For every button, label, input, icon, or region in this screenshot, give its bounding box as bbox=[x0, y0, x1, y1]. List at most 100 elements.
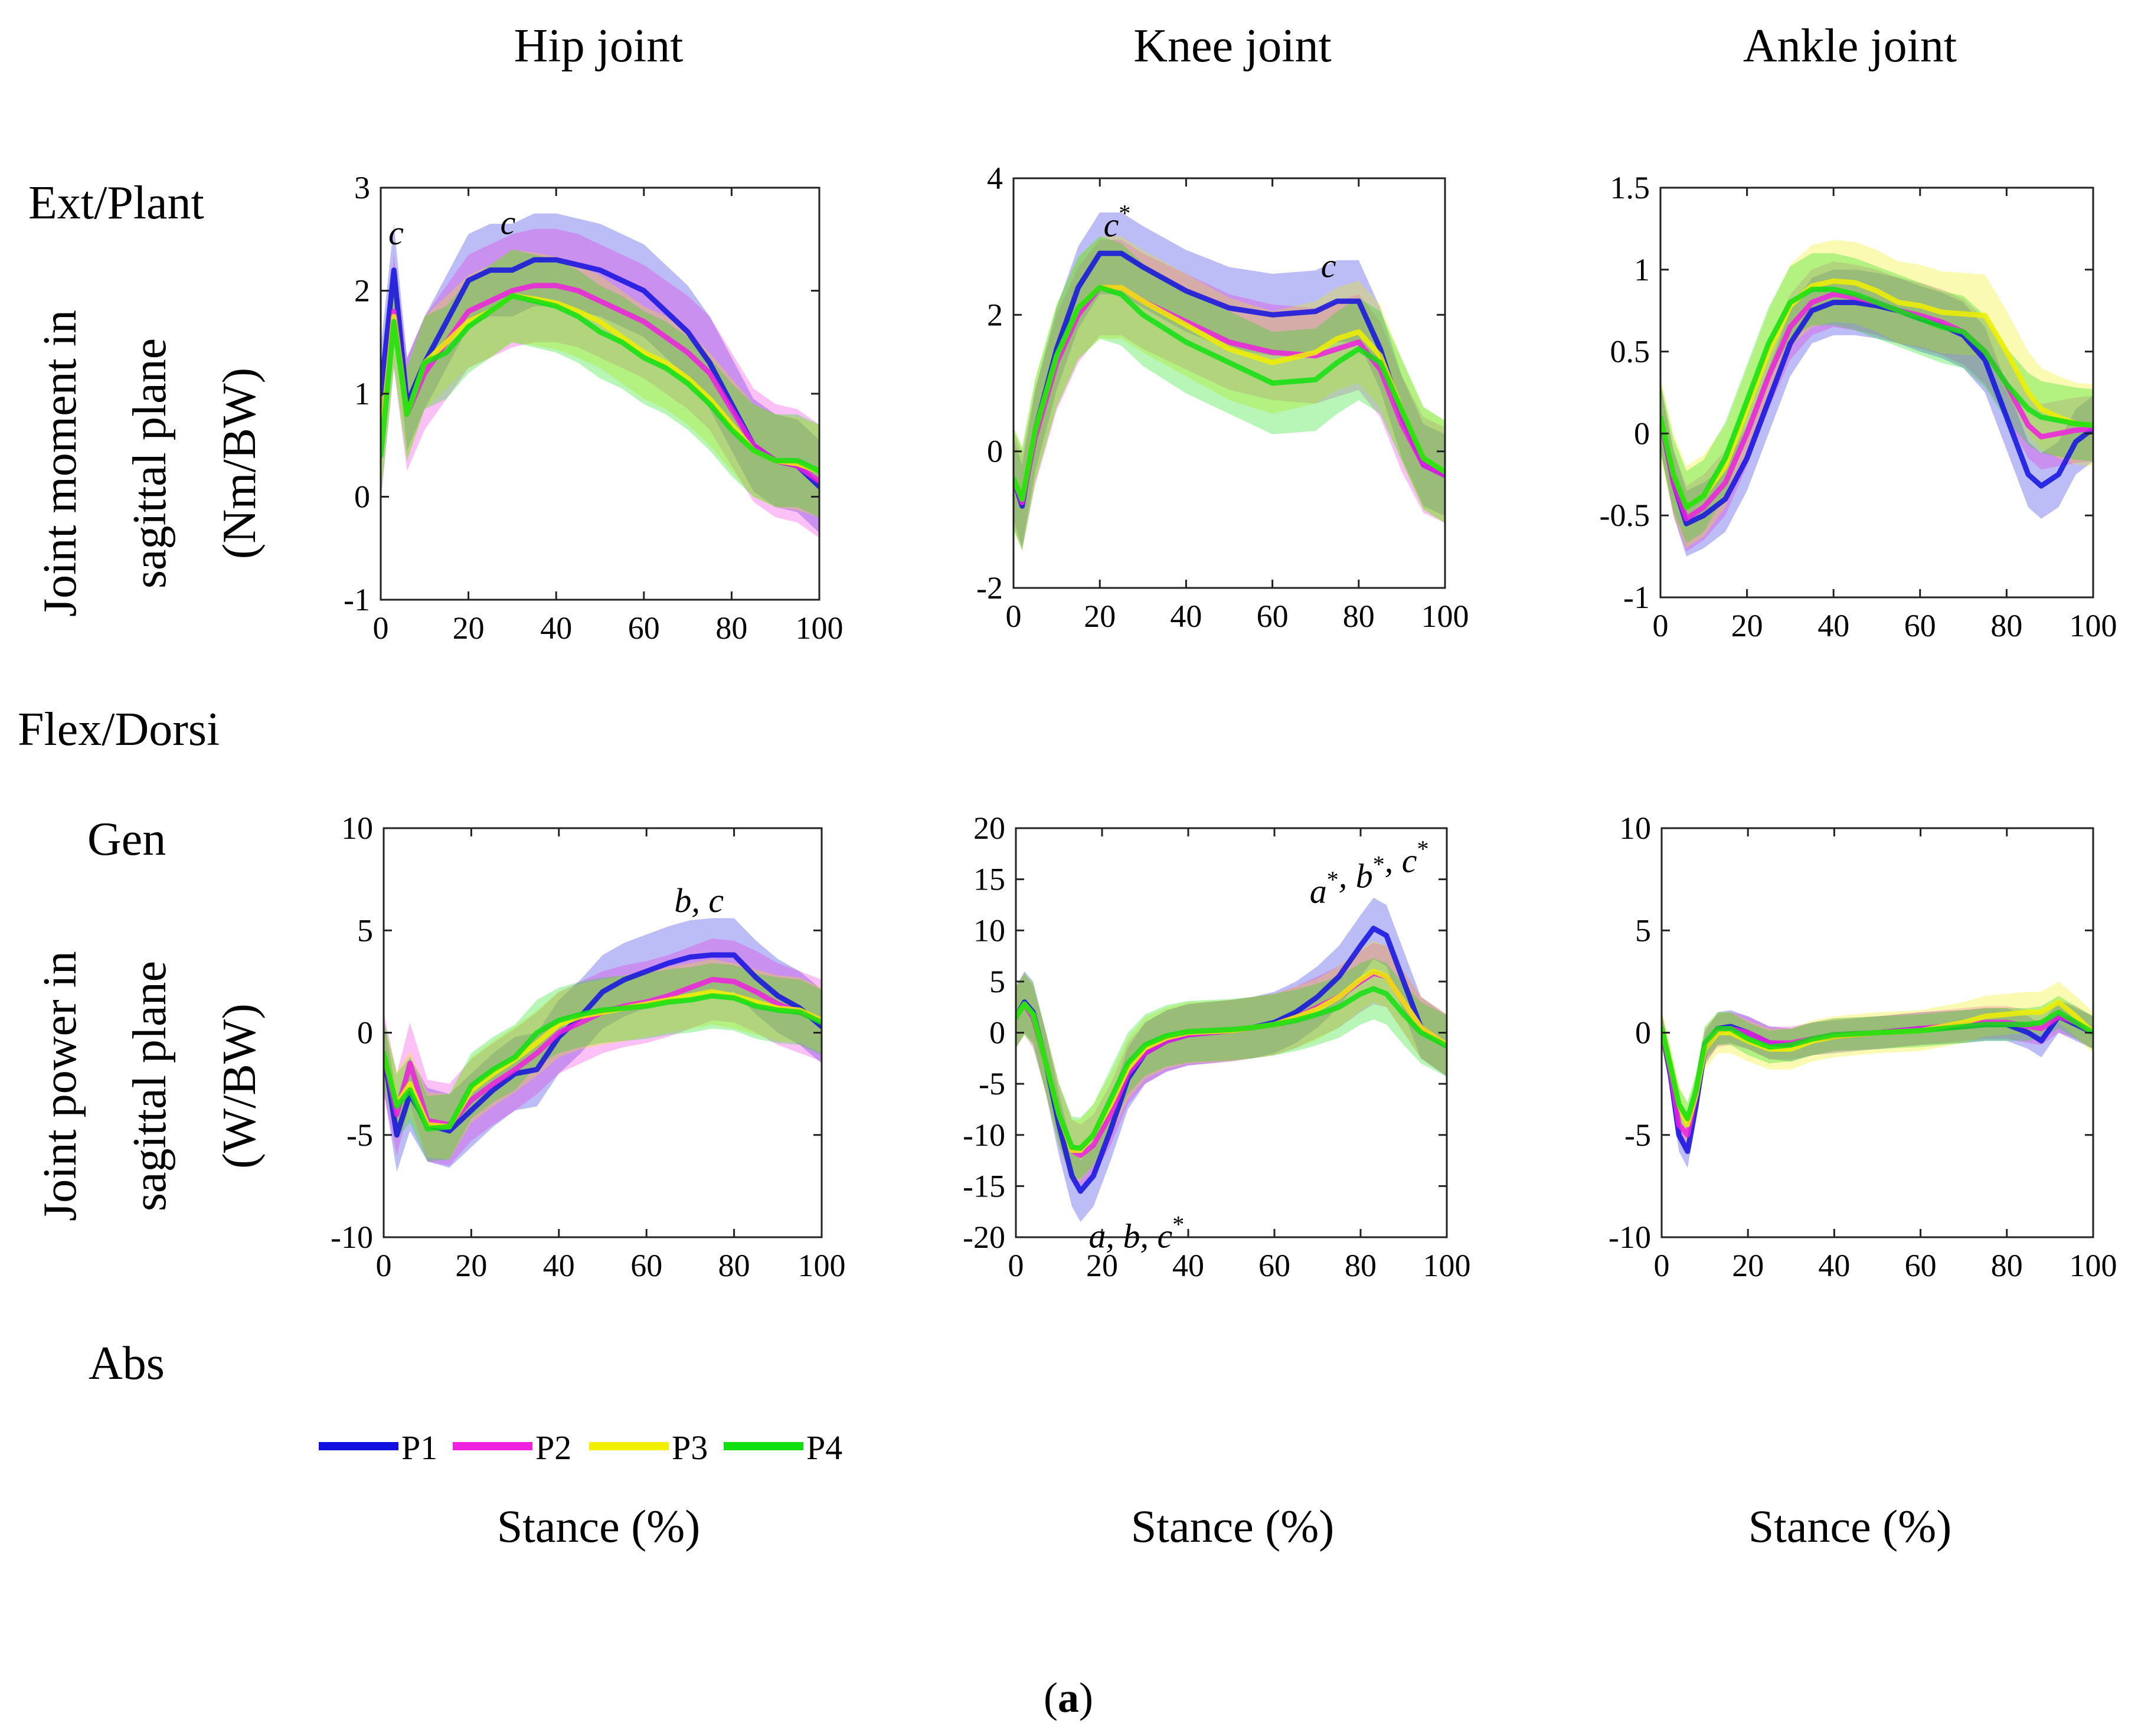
x-tick-label: 0 bbox=[1654, 1248, 1670, 1283]
axes-frame bbox=[1012, 177, 1446, 589]
y-tick-label: 0 bbox=[989, 1015, 1005, 1051]
band-p4 bbox=[1016, 958, 1447, 1179]
y-tick-label: -10 bbox=[963, 1117, 1005, 1153]
band-p2 bbox=[1660, 261, 2093, 552]
series-line-p4 bbox=[1014, 285, 1445, 502]
power-ylabel: Joint power in sagittal plane (W/BW) bbox=[34, 951, 266, 1221]
significance-annotation: c bbox=[1321, 247, 1336, 285]
y-tick-label: -1 bbox=[344, 582, 370, 617]
y-tick-label: 15 bbox=[973, 862, 1005, 897]
band-p1 bbox=[381, 213, 819, 533]
y-tick-label: 0 bbox=[354, 479, 370, 515]
series-line-p4 bbox=[381, 293, 819, 474]
band-p1 bbox=[1014, 212, 1445, 547]
y-tick-label: -5 bbox=[346, 1117, 373, 1153]
power-ylabel-line3: (W/BW) bbox=[214, 1003, 266, 1169]
x-tick-label: 0 bbox=[376, 1248, 392, 1283]
x-tick-label: 60 bbox=[1257, 599, 1289, 634]
series-line-p1 bbox=[1660, 299, 2093, 527]
chart-ankle-moment: 0 20 40 60 80 100 -1 -0.5 0 0.5 1 1.5 bbox=[1600, 170, 2117, 643]
y-tick-label: 0 bbox=[357, 1015, 373, 1051]
x-tick-label: 100 bbox=[1423, 1248, 1471, 1283]
x-tick-label: 20 bbox=[453, 610, 485, 646]
x-tick-label: 0 bbox=[1008, 1248, 1024, 1283]
band-p3 bbox=[1662, 981, 2093, 1146]
axes-frame bbox=[1659, 187, 2094, 599]
x-tick-label: 100 bbox=[2070, 608, 2117, 643]
x-tick-label: 40 bbox=[1818, 1248, 1850, 1283]
y-tick-label: 5 bbox=[357, 913, 373, 948]
row-label-gen: Gen bbox=[87, 813, 166, 865]
series-line-p4 bbox=[1662, 1009, 2093, 1122]
band-p4 bbox=[1660, 253, 2093, 544]
x-tick-label: 0 bbox=[373, 610, 389, 646]
power-ylabel-line1: Joint power in bbox=[34, 951, 86, 1221]
y-tick-label: 10 bbox=[973, 913, 1005, 948]
moment-ylabel-line1: Joint moment in bbox=[34, 310, 86, 617]
significance-annotation: a*, b*, c* bbox=[1310, 835, 1429, 910]
x-tick-label: 40 bbox=[543, 1248, 575, 1283]
y-tick-label: -15 bbox=[963, 1168, 1005, 1204]
y-tick-label: 0 bbox=[987, 434, 1003, 469]
x-label-ankle: Stance (%) bbox=[1748, 1500, 1951, 1552]
series-line-p2 bbox=[384, 976, 822, 1127]
x-tick-label: 40 bbox=[1170, 599, 1202, 634]
row-label-ext-plant: Ext/Plant bbox=[28, 177, 204, 229]
x-tick-label: 40 bbox=[540, 610, 572, 646]
band-p3 bbox=[384, 959, 822, 1160]
x-tick-label: 0 bbox=[1653, 608, 1669, 643]
x-tick-label: 80 bbox=[1345, 1248, 1377, 1283]
legend-label-p2: P2 bbox=[535, 1428, 571, 1467]
band-p3 bbox=[1016, 940, 1447, 1181]
significance-annotation: c bbox=[388, 214, 404, 252]
caption-close-paren: ) bbox=[1079, 1674, 1093, 1721]
x-tick-label: 0 bbox=[1006, 599, 1022, 634]
significance-annotation: c* bbox=[1104, 200, 1131, 244]
band-p1 bbox=[1660, 269, 2093, 557]
x-label-hip: Stance (%) bbox=[497, 1500, 700, 1552]
y-tick-label: -20 bbox=[963, 1220, 1005, 1255]
series-line-p4 bbox=[1660, 286, 2093, 510]
legend-label-p3: P3 bbox=[672, 1428, 708, 1467]
caption-open-paren: ( bbox=[1044, 1674, 1058, 1721]
band-p3 bbox=[1014, 236, 1445, 551]
moment-ylabel-line3: (Nm/BW) bbox=[214, 368, 266, 559]
y-tick-label: 0 bbox=[1634, 416, 1650, 451]
y-tick-label: 5 bbox=[989, 964, 1005, 999]
x-tick-label: 80 bbox=[715, 610, 747, 646]
y-tick-label: -5 bbox=[979, 1066, 1005, 1101]
y-tick-label: -0.5 bbox=[1600, 498, 1650, 533]
x-tick-label: 40 bbox=[1817, 608, 1849, 643]
moment-ylabel-line2: sagittal plane bbox=[124, 338, 176, 589]
y-tick-label: 2 bbox=[354, 273, 370, 309]
series-line-p3 bbox=[1660, 278, 2093, 510]
y-tick-label: 3 bbox=[354, 170, 370, 205]
x-tick-label: 60 bbox=[630, 1248, 662, 1283]
y-tick-label: 10 bbox=[341, 810, 373, 846]
x-tick-label: 20 bbox=[1731, 608, 1763, 643]
band-p2 bbox=[1016, 943, 1447, 1186]
x-tick-label: 60 bbox=[1905, 1248, 1937, 1283]
y-tick-label: 0 bbox=[1635, 1015, 1651, 1051]
chart-hip-power: 0 20 40 60 80 100 -10 -5 0 5 10 b, c bbox=[331, 810, 845, 1283]
legend-label-p4: P4 bbox=[806, 1428, 842, 1467]
band-p2 bbox=[1662, 1000, 2093, 1152]
y-tick-label: 2 bbox=[987, 297, 1003, 332]
y-tick-label: 0.5 bbox=[1610, 334, 1650, 370]
band-p2 bbox=[381, 228, 819, 538]
significance-annotation: b, c bbox=[674, 881, 724, 920]
y-tick-label: 5 bbox=[1635, 913, 1651, 948]
band-p4 bbox=[1014, 236, 1445, 551]
x-tick-label: 80 bbox=[718, 1248, 750, 1283]
x-tick-label: 80 bbox=[1991, 1248, 2023, 1283]
x-tick-label: 40 bbox=[1172, 1248, 1204, 1283]
y-tick-label: 10 bbox=[1619, 810, 1651, 846]
caption-letter: a bbox=[1058, 1674, 1079, 1721]
y-tick-label: 20 bbox=[973, 810, 1005, 846]
y-tick-label: -1 bbox=[1623, 580, 1650, 615]
x-tick-label: 20 bbox=[1084, 599, 1116, 634]
series-line-p4 bbox=[384, 993, 822, 1132]
